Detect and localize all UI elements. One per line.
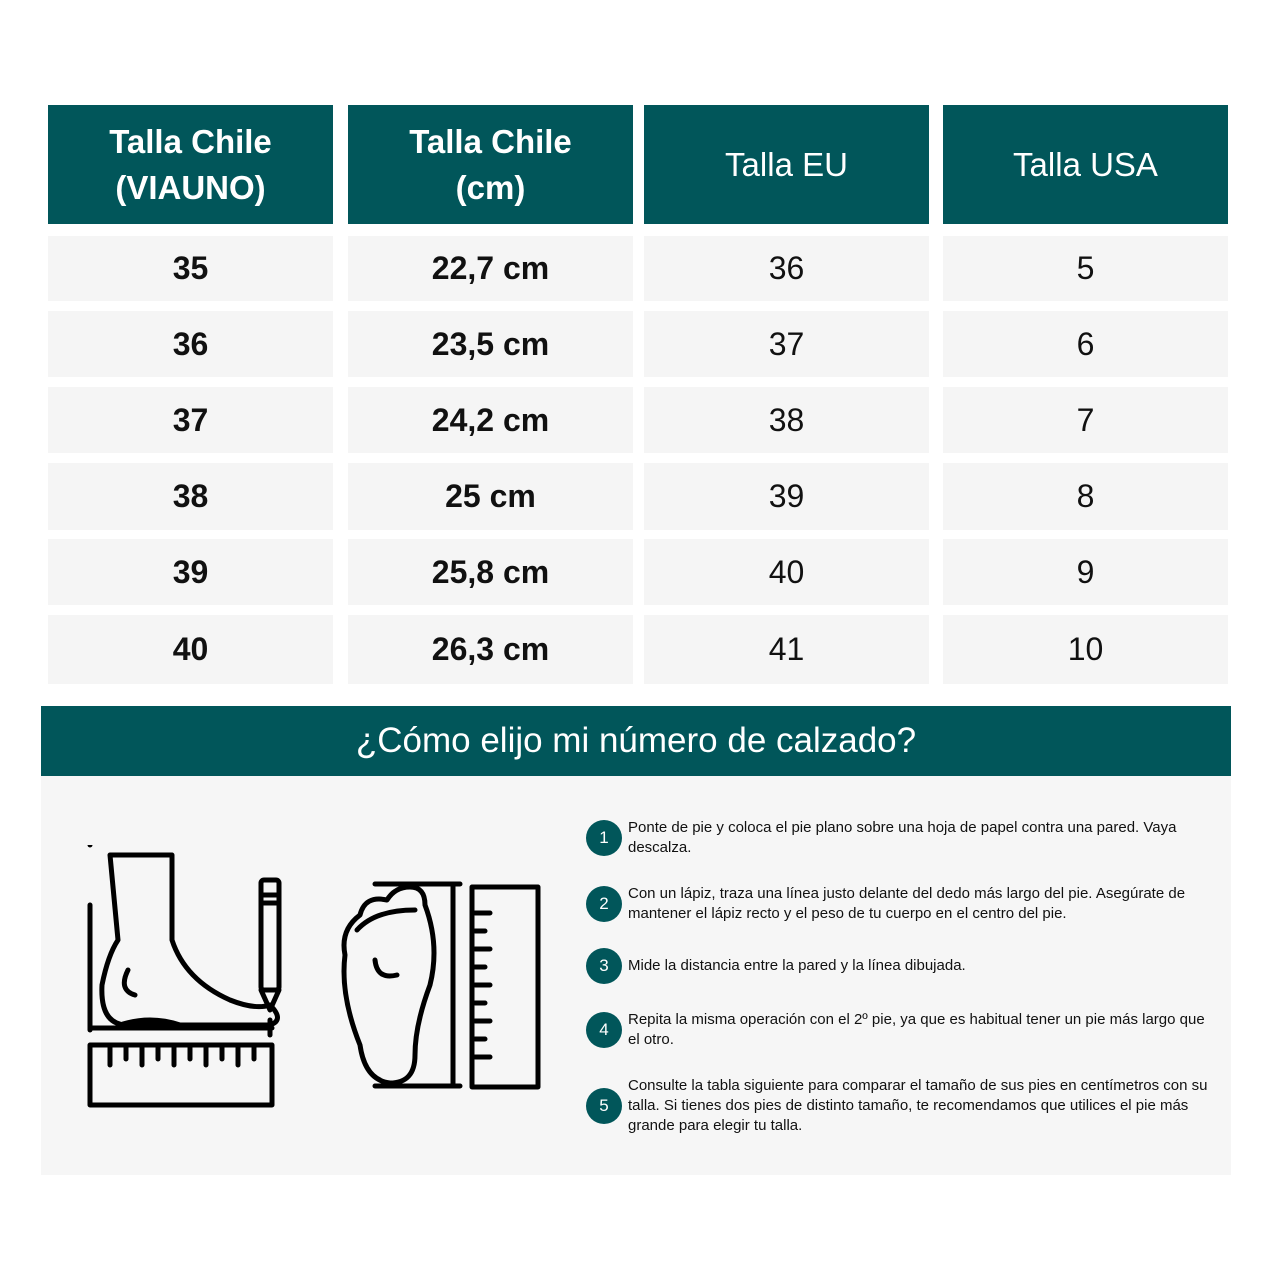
- table-cell: 39: [644, 463, 929, 530]
- table-cell: 10: [943, 615, 1228, 684]
- guide-panel: [41, 776, 1231, 1175]
- table-cell: 41: [644, 615, 929, 684]
- table-cell: 38: [48, 463, 333, 530]
- foot-side-ruler-pencil-icon: [87, 845, 282, 1108]
- step-item: 1 Ponte de pie y coloca el pie plano sobr…: [586, 818, 1218, 858]
- table-cell: 8: [943, 463, 1228, 530]
- step-text: Consulte la tabla siguiente para compara…: [628, 1077, 1208, 1134]
- table-cell: 25,8 cm: [348, 539, 633, 605]
- header-line: Talla EU: [725, 145, 848, 183]
- step-number-badge: 5: [586, 1088, 622, 1124]
- table-cell: 9: [943, 539, 1228, 605]
- table-cell: 39: [48, 539, 333, 605]
- table-cell: 6: [943, 311, 1228, 377]
- table-cell: 40: [644, 539, 929, 605]
- header-talla-eu: Talla EU: [644, 105, 929, 224]
- step-item: 2 Con un lápiz, traza una línea justo del…: [586, 884, 1218, 924]
- table-cell: 37: [644, 311, 929, 377]
- table-cell: 35: [48, 236, 333, 301]
- step-text: Repita la misma operación con el 2º pie,…: [628, 1011, 1205, 1048]
- step-number-badge: 2: [586, 886, 622, 922]
- header-line: (cm): [455, 168, 526, 206]
- table-cell: 24,2 cm: [348, 387, 633, 453]
- header-line: Talla Chile: [409, 122, 572, 160]
- guide-title: ¿Cómo elijo mi número de calzado?: [41, 706, 1231, 776]
- table-cell: 40: [48, 615, 333, 684]
- step-number-badge: 1: [586, 820, 622, 856]
- step-item: 5 Consulte la tabla siguiente para compar…: [586, 1076, 1218, 1136]
- step-item: 4 Repita la misma operación con el 2º pie…: [586, 1010, 1218, 1050]
- header-line: (VIAUNO): [115, 168, 266, 206]
- table-cell: 5: [943, 236, 1228, 301]
- step-item: 3 Mide la distancia entre la pared y la l…: [586, 948, 1218, 984]
- header-talla-chile-viauno: Talla Chile (VIAUNO): [48, 105, 333, 224]
- step-text: Con un lápiz, traza una línea justo dela…: [628, 885, 1186, 922]
- header-line: Talla USA: [1013, 145, 1158, 183]
- step-number-badge: 3: [586, 948, 622, 984]
- step-text: Mide la distancia entre la pared y la lí…: [628, 957, 966, 974]
- header-line: Talla Chile: [109, 122, 272, 160]
- table-cell: 7: [943, 387, 1228, 453]
- step-number-badge: 4: [586, 1012, 622, 1048]
- table-cell: 22,7 cm: [348, 236, 633, 301]
- header-talla-chile-cm: Talla Chile (cm): [348, 105, 633, 224]
- foot-sole-ruler-icon: [341, 881, 541, 1090]
- step-text: Ponte de pie y coloca el pie plano sobre…: [628, 819, 1177, 856]
- table-cell: 36: [644, 236, 929, 301]
- table-cell: 38: [644, 387, 929, 453]
- table-cell: 25 cm: [348, 463, 633, 530]
- table-cell: 26,3 cm: [348, 615, 633, 684]
- header-talla-usa: Talla USA: [943, 105, 1228, 224]
- table-cell: 23,5 cm: [348, 311, 633, 377]
- table-cell: 37: [48, 387, 333, 453]
- table-cell: 36: [48, 311, 333, 377]
